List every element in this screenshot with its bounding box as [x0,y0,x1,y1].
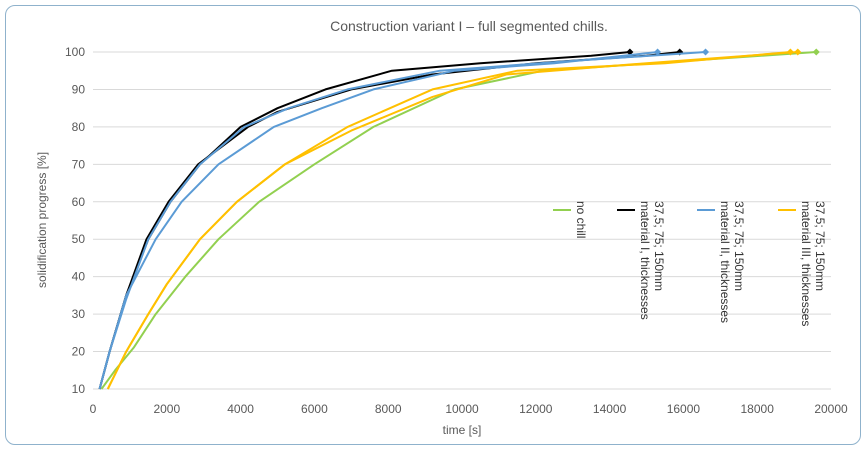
x-axis-title: time [s] [443,423,482,437]
series-line [98,51,680,390]
series-line [98,51,630,390]
x-tick-label: 16000 [667,402,701,416]
y-tick-label: 90 [72,82,86,96]
legend-label: material I, thicknesses37,5; 75; 150mm [638,201,666,320]
y-tick-label: 60 [72,195,86,209]
y-tick-label: 100 [65,45,85,59]
series-end-marker [654,48,662,56]
x-tick-label: 0 [90,402,97,416]
y-tick-label: 50 [72,232,86,246]
x-tick-label: 10000 [445,402,479,416]
series-end-marker [702,48,710,56]
series-line [106,51,798,390]
y-tick-labels: 10 20 30 40 50 60 70 80 90 100 [65,45,85,396]
y-tick-label: 70 [72,157,86,171]
series-line [100,51,817,390]
legend-label: material II, thicknesses37,5; 75; 150mm [718,201,746,323]
series-line [98,51,658,390]
y-tick-label: 40 [72,270,86,284]
x-tick-label: 18000 [741,402,775,416]
series-line [106,51,791,390]
y-tick-label: 80 [72,120,86,134]
chart-title: Construction variant I – full segmented … [330,18,608,34]
chart-frame [5,5,861,445]
x-tick-label: 12000 [519,402,553,416]
x-tick-label: 6000 [301,402,328,416]
y-axis-title: solidification progress [%] [35,152,49,288]
legend: no chill material I, thicknesses37,5; 75;… [553,201,827,326]
legend-label: no chill [574,201,588,238]
y-tick-label: 10 [72,382,86,396]
series-end-marker [812,48,820,56]
series-end-marker [794,48,802,56]
x-tick-label: 8000 [375,402,402,416]
x-tick-label: 14000 [593,402,627,416]
legend-label: material III, thicknesses37,5; 75; 150mm [799,201,827,326]
x-tick-label: 4000 [227,402,254,416]
series-line [98,51,706,390]
series-lines [98,48,820,390]
y-tick-label: 20 [72,345,86,359]
x-tick-label: 20000 [814,402,848,416]
y-tick-label: 30 [72,307,86,321]
series-end-marker [626,48,634,56]
x-tick-labels: 0 2000 4000 6000 8000 10000 12000 14000 16000 180… [90,402,848,416]
x-tick-label: 2000 [153,402,180,416]
